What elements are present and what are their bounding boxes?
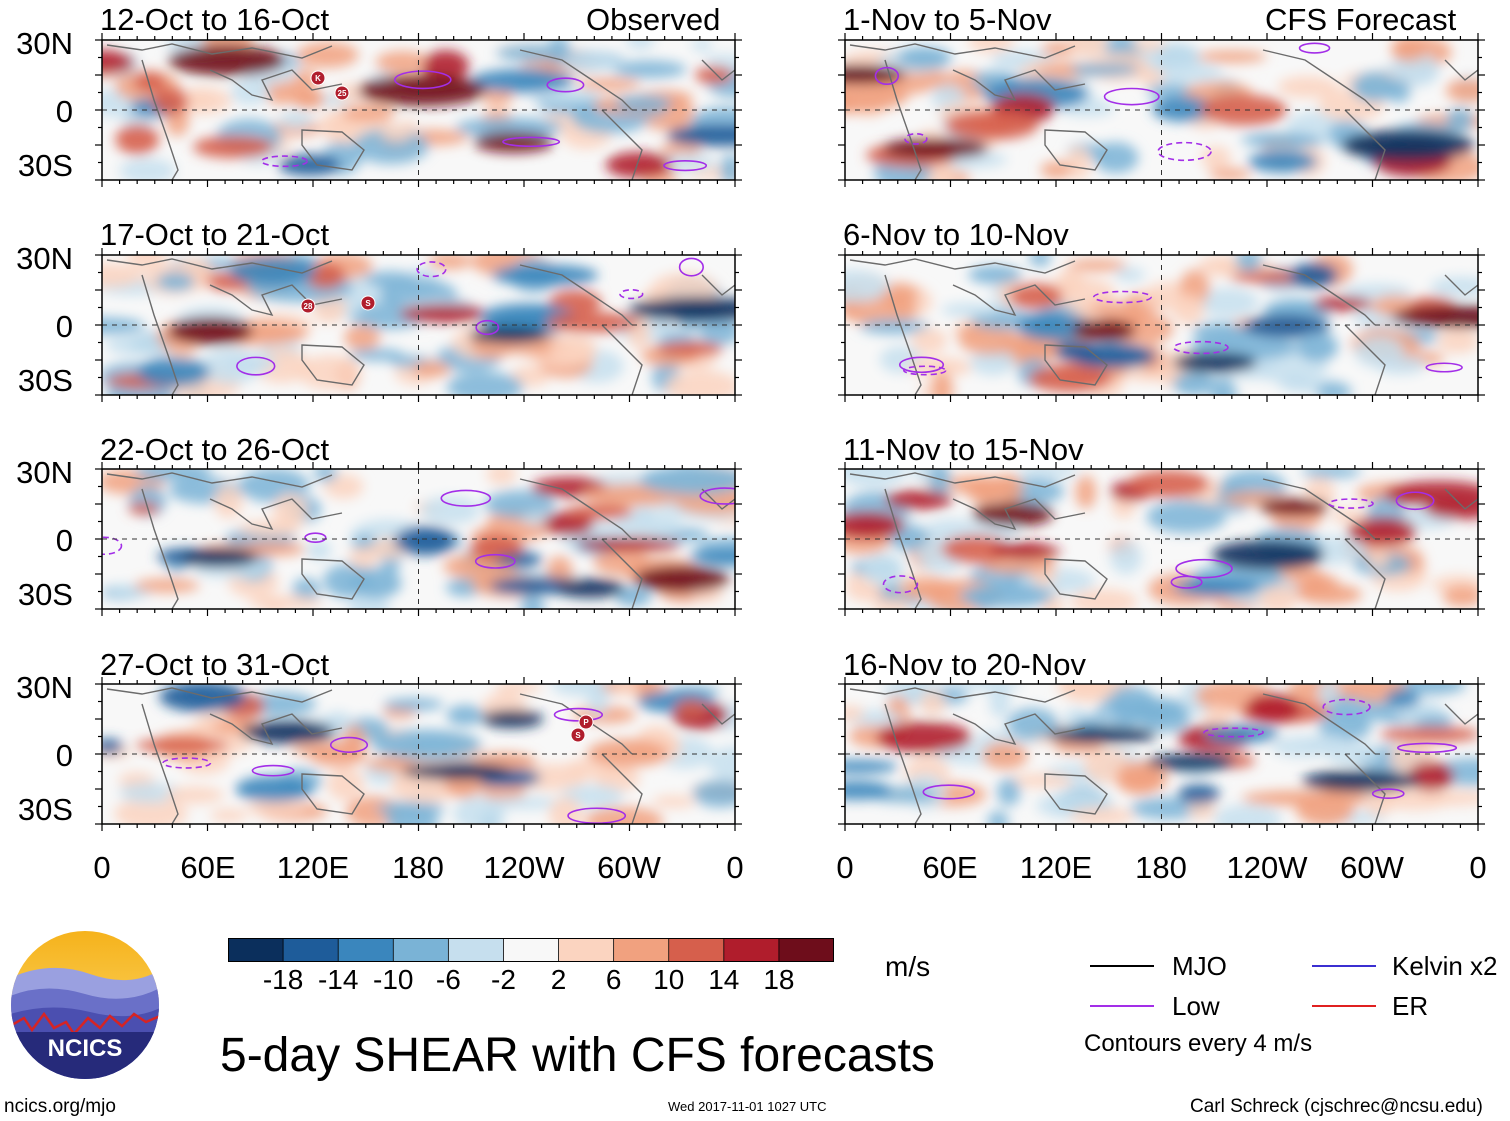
- svg-text:28: 28: [304, 302, 313, 311]
- colorbar-label-1: -14: [317, 964, 359, 995]
- legend-label-low: Low: [1172, 991, 1220, 1021]
- lat-label-2-0: 30N: [16, 455, 73, 490]
- lon-label-left-120e: 120E: [276, 850, 350, 885]
- figure-title: 5-day SHEAR with CFS forecasts: [220, 1029, 935, 1082]
- svg-text:P: P: [583, 718, 589, 727]
- legend-label-er: ER: [1392, 991, 1429, 1021]
- colorbar-swatch-7: [613, 938, 670, 962]
- observed-tag: Observed: [586, 2, 721, 37]
- footer-author: Carl Schreck (cjschrec@ncsu.edu): [1190, 1096, 1483, 1117]
- colorbar-label-9: 18: [763, 964, 795, 995]
- legend-line-kelvin: [1312, 965, 1376, 967]
- lon-label-right-120e: 120E: [1019, 850, 1093, 885]
- storm-marker-1: 25: [334, 85, 350, 101]
- logo-text: NCICS: [48, 1035, 123, 1062]
- legend-line-mjo: [1090, 965, 1154, 967]
- lat-label-3-0: 30N: [16, 670, 73, 705]
- panel-title-obs-2: 17-Oct to 21-Oct: [100, 217, 330, 252]
- lon-label-left-60e: 60E: [180, 850, 236, 885]
- lat-label-3-2: 30S: [17, 792, 73, 827]
- colorbar: [228, 938, 834, 962]
- legend-line-low: [1090, 1005, 1154, 1007]
- panel-title-fc-2: 6-Nov to 10-Nov: [843, 217, 1069, 252]
- panel-title-obs-3: 22-Oct to 26-Oct: [100, 432, 330, 467]
- ncics-logo: NCICS: [11, 931, 159, 1079]
- contour-note: Contours every 4 m/s: [1084, 1030, 1313, 1057]
- storm-marker-0: K: [310, 70, 326, 86]
- legend-line-er: [1312, 1005, 1376, 1007]
- colorbar-swatch-3: [393, 938, 449, 962]
- lon-label-right-60w: 60W: [1340, 850, 1404, 885]
- lon-label-right-360: 0: [1469, 850, 1487, 885]
- forecast-tag: CFS Forecast: [1265, 2, 1457, 37]
- map-panel-1: [838, 33, 1485, 187]
- map-panel-6: [95, 677, 742, 831]
- colorbar-swatch-5: [503, 938, 560, 962]
- map-panel-4: [95, 462, 742, 616]
- legend-label-kelvin: Kelvin x2: [1392, 951, 1498, 981]
- lon-label-right-180: 180: [1135, 850, 1187, 885]
- svg-text:S: S: [365, 299, 371, 308]
- colorbar-swatch-2: [338, 938, 394, 962]
- colorbar-swatch-1: [283, 938, 339, 962]
- map-panel-5: [838, 462, 1485, 616]
- lon-label-left-60w: 60W: [597, 850, 661, 885]
- panel-title-obs-4: 27-Oct to 31-Oct: [100, 647, 330, 682]
- svg-text:K: K: [315, 74, 321, 83]
- lat-label-0-1: 0: [55, 94, 73, 129]
- panel-title-obs-1: 12-Oct to 16-Oct: [100, 2, 330, 37]
- lon-label-right-120w: 120W: [1226, 850, 1308, 885]
- lat-label-2-1: 0: [55, 523, 73, 558]
- lon-label-left-180: 180: [392, 850, 444, 885]
- map-panel-3: [838, 248, 1485, 402]
- legend-label-mjo: MJO: [1172, 951, 1227, 981]
- lon-label-left-0: 0: [93, 850, 111, 885]
- panel-title-fc-1: 1-Nov to 5-Nov: [843, 2, 1052, 37]
- colorbar-label-2: -10: [373, 964, 414, 995]
- lon-label-right-60e: 60E: [922, 850, 978, 885]
- lat-label-1-2: 30S: [17, 363, 73, 398]
- colorbar-swatch-4: [448, 938, 504, 962]
- colorbar-swatch-9: [723, 938, 780, 962]
- colorbar-label-5: 2: [550, 964, 567, 995]
- colorbar-label-8: 14: [708, 964, 740, 995]
- lat-label-3-1: 0: [55, 738, 73, 773]
- lon-label-left-120w: 120W: [483, 850, 565, 885]
- footer-timestamp: Wed 2017-11-01 1027 UTC: [668, 1099, 827, 1114]
- lat-label-0-2: 30S: [17, 148, 73, 183]
- colorbar-label-4: -2: [491, 964, 516, 995]
- storm-marker-4: P: [578, 714, 594, 730]
- colorbar-units: m/s: [885, 951, 931, 982]
- storm-marker-2: 28: [300, 298, 316, 314]
- colorbar-swatch-6: [558, 938, 615, 962]
- map-panel-2: [95, 248, 742, 402]
- colorbar-label-3: -6: [435, 964, 461, 995]
- map-panel-7: [838, 677, 1485, 831]
- lat-label-1-1: 0: [55, 309, 73, 344]
- lat-label-2-2: 30S: [17, 577, 73, 612]
- panel-title-fc-4: 16-Nov to 20-Nov: [843, 647, 1086, 682]
- footer-url[interactable]: ncics.org/mjo: [4, 1096, 116, 1117]
- colorbar-swatch-0: [228, 938, 284, 962]
- svg-text:S: S: [575, 731, 581, 740]
- lon-label-left-360: 0: [726, 850, 744, 885]
- colorbar-label-6: 6: [605, 964, 622, 995]
- colorbar-label-7: 10: [653, 964, 685, 995]
- map-panel-0: [95, 33, 742, 187]
- colorbar-swatch-8: [668, 938, 725, 962]
- lat-label-0-0: 30N: [16, 26, 73, 61]
- storm-marker-3: S: [360, 295, 376, 311]
- colorbar-swatch-10: [778, 938, 834, 962]
- lon-label-right-0: 0: [836, 850, 854, 885]
- svg-text:25: 25: [338, 89, 347, 98]
- lat-label-1-0: 30N: [16, 241, 73, 276]
- colorbar-label-0: -18: [262, 964, 304, 995]
- panel-title-fc-3: 11-Nov to 15-Nov: [843, 432, 1084, 467]
- storm-marker-5: S: [570, 727, 586, 743]
